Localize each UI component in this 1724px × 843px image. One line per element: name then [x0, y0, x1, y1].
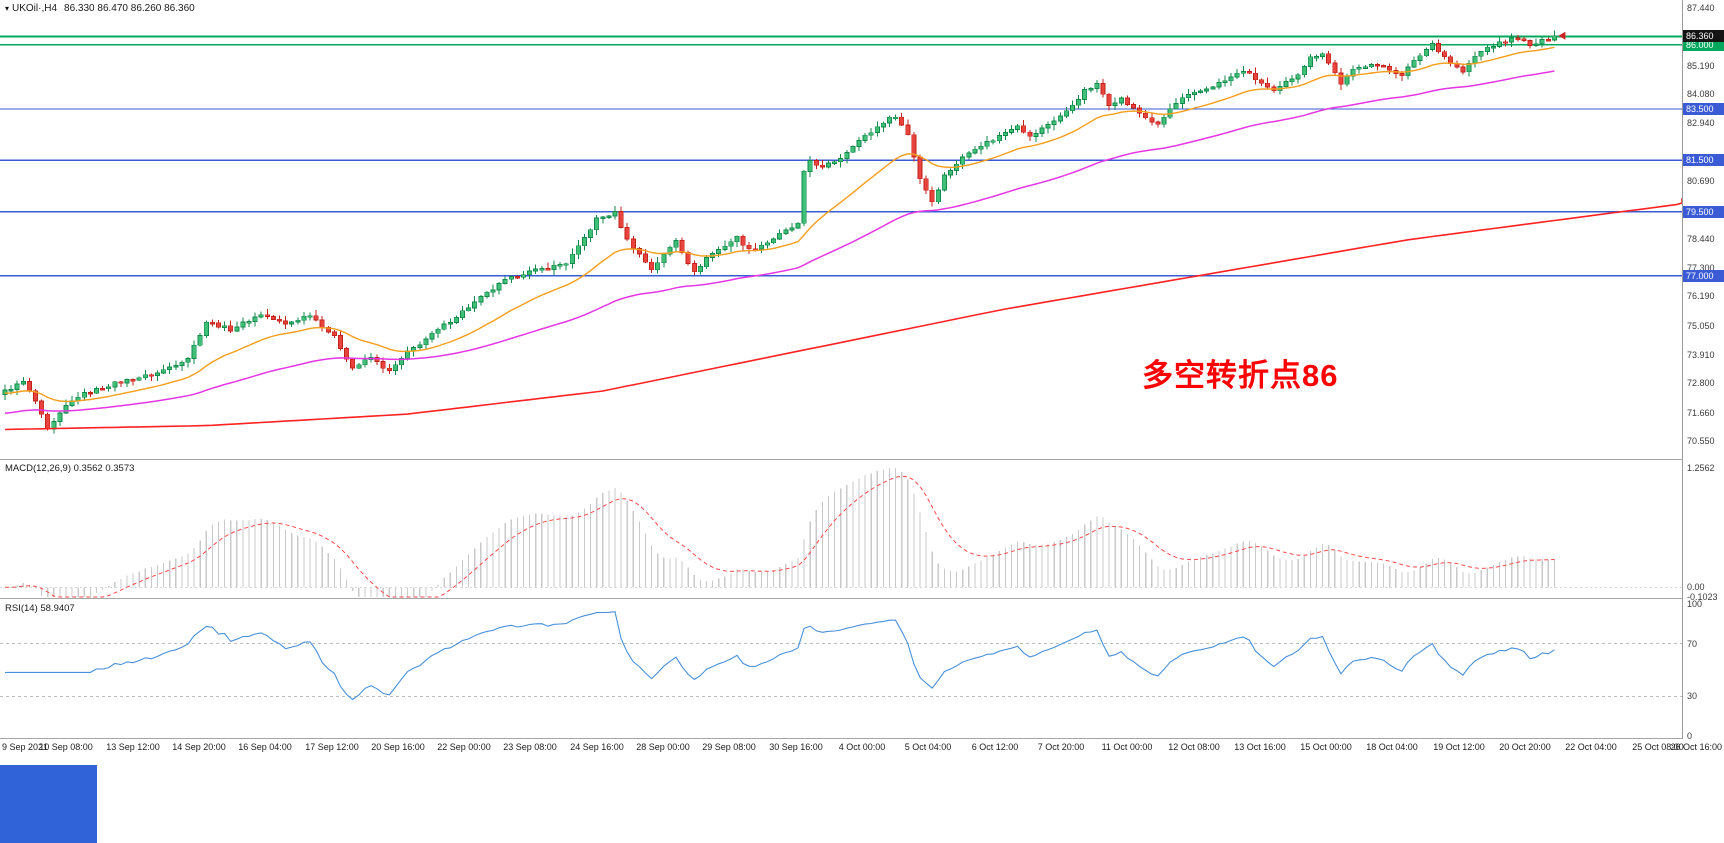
axis-tick-label: 73.910 [1687, 349, 1715, 360]
axis-tick-label: 78.440 [1687, 233, 1715, 244]
axis-tick-label: 71.660 [1687, 407, 1715, 418]
time-tick-label: 9 Sep 2021 [2, 742, 49, 752]
chart-collapse-icon[interactable]: ▾ [5, 4, 10, 13]
axis-tick-label: 84.080 [1687, 89, 1715, 100]
time-tick-label: 25 Oct 08:00 [1632, 742, 1684, 752]
axis-tick-label: 87.440 [1687, 3, 1715, 13]
time-tick-label: 13 Oct 16:00 [1234, 742, 1286, 752]
time-tick-label: 11 Oct 00:00 [1101, 742, 1153, 752]
overlay-ma-mid [4, 70, 1555, 415]
main-chart-canvas[interactable] [0, 0, 1682, 459]
axis-tick-label: 0 [1687, 731, 1693, 741]
time-tick-label: 6 Oct 12:00 [971, 742, 1019, 752]
price-badge: 86.360 [1683, 29, 1724, 42]
time-tick-label: 26 Oct 16:00 [1670, 742, 1722, 752]
time-axis[interactable]: 9 Sep 2021 10 Sep 08:00 13 Sep 12:00 14 Sep… [0, 740, 1724, 757]
ohlc-quote: 86.330 86.470 86.260 86.360 [64, 3, 195, 14]
price-badge: 81.500 [1683, 154, 1724, 167]
axis-tick-label: 72.800 [1687, 378, 1715, 389]
time-tick-label: 24 Sep 16:00 [570, 742, 624, 752]
price-badge: 77.000 [1683, 269, 1724, 282]
panel-divider[interactable] [0, 598, 1724, 599]
axis-tick-label: 77.300 [1687, 263, 1715, 273]
macd-panel-canvas[interactable] [0, 460, 1682, 598]
panel-divider[interactable] [0, 459, 1724, 460]
rsi-panel-canvas[interactable] [0, 600, 1682, 738]
last-price-arrow [1558, 31, 1566, 40]
time-tick-label: 20 Sep 16:00 [371, 742, 425, 752]
axis-tick-label: 70.550 [1687, 436, 1715, 446]
axis-tick-label: 0.00 [1687, 582, 1705, 593]
axis-tick-label: 80.690 [1687, 176, 1715, 186]
time-tick-label: 14 Sep 20:00 [172, 742, 226, 752]
time-tick-label: 18 Oct 04:00 [1366, 742, 1418, 752]
axis-tick-label: 100 [1687, 599, 1703, 609]
time-tick-label: 20 Oct 20:00 [1499, 742, 1551, 752]
time-tick-label: 23 Sep 08:00 [503, 742, 557, 752]
time-tick-label: 22 Sep 00:00 [437, 742, 491, 752]
time-tick-label: 19 Oct 12:00 [1433, 742, 1485, 752]
time-tick-label: 29 Sep 08:00 [702, 742, 756, 752]
symbol-period-label: UKOil·,H4 [12, 3, 58, 14]
panel-divider[interactable] [0, 738, 1724, 739]
axis-tick-label: 76.190 [1687, 291, 1715, 302]
time-tick-label: 5 Oct 04:00 [904, 742, 952, 752]
price-badge: 83.500 [1683, 103, 1724, 115]
time-tick-label: 7 Oct 20:00 [1037, 742, 1085, 752]
macd-indicator-label: MACD(12,26,9) 0.3562 0.3573 [5, 463, 135, 474]
chart-annotation-text[interactable]: 多空转折点86 [1142, 358, 1339, 393]
horizontal-level-lines[interactable] [0, 35, 1682, 277]
axis-tick-label: 75.050 [1687, 320, 1715, 331]
axis-tick-label: 82.940 [1687, 118, 1715, 129]
axis-tick-label: 1.2562 [1687, 463, 1715, 473]
axis-tick-label: 85.190 [1687, 60, 1715, 71]
candlesticks [2, 30, 1557, 434]
time-tick-label: 28 Sep 00:00 [636, 742, 690, 752]
price-badge: 79.500 [1683, 205, 1724, 218]
time-tick-label: 17 Sep 12:00 [305, 742, 359, 752]
time-tick-label: 13 Sep 12:00 [106, 742, 160, 752]
time-tick-label: 22 Oct 04:00 [1565, 742, 1617, 752]
chart-title: ▾ UKOil·,H4 86.330 86.470 86.260 86.360 [5, 3, 195, 14]
time-tick-label: 4 Oct 00:00 [838, 742, 886, 752]
axis-tick-label: 30 [1687, 691, 1698, 702]
axis-tick-label: -0.1023 [1687, 592, 1718, 602]
macd-histogram-bars [10, 468, 1556, 597]
axis-tick-label: 70 [1687, 638, 1698, 649]
time-tick-label: 15 Oct 00:00 [1300, 742, 1352, 752]
rsi-indicator-label: RSI(14) 58.9407 [5, 603, 75, 614]
time-tick-label: 10 Sep 08:00 [39, 742, 93, 752]
taskbar-window-fragment[interactable] [0, 765, 97, 843]
time-tick-label: 30 Sep 16:00 [769, 742, 823, 752]
rsi-line [5, 611, 1555, 701]
overlay-ma-fast [4, 46, 1555, 403]
price-axis[interactable]: 87.440 85.190 84.080 82.940 80.690 78.440 77.3… [1682, 0, 1724, 741]
time-tick-label: 16 Sep 04:00 [238, 742, 292, 752]
price-badge: 86.000 [1683, 38, 1724, 51]
macd-signal-line [5, 475, 1555, 598]
time-tick-label: 12 Oct 08:00 [1168, 742, 1220, 752]
overlay-ma-slow [4, 198, 1682, 431]
